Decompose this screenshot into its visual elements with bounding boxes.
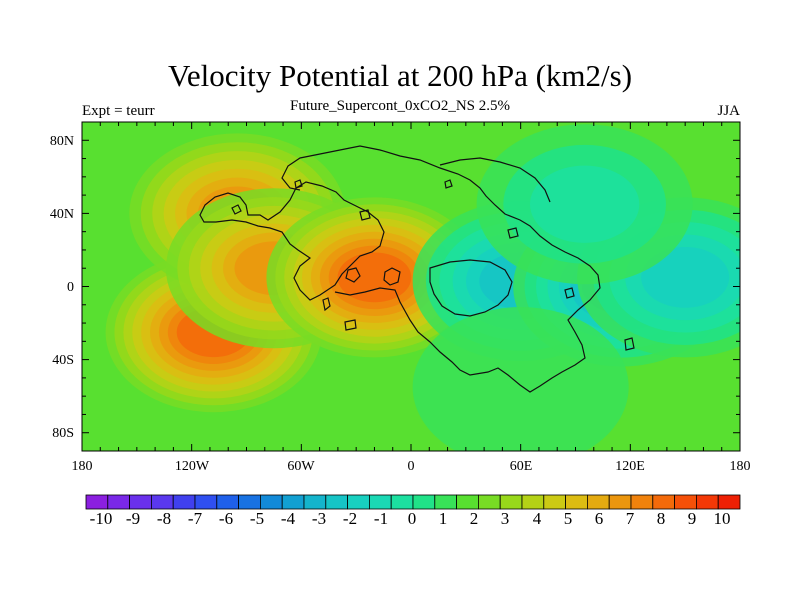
colorbar-label: -6 [219, 509, 233, 528]
colorbar-label: -5 [250, 509, 264, 528]
x-tick-label: 120E [615, 459, 645, 474]
colorbar-box [587, 494, 610, 510]
contour-shell [641, 246, 730, 308]
y-tick-label: 40N [50, 207, 74, 222]
colorbar [85, 494, 741, 510]
colorbar-box [216, 494, 240, 510]
x-tick-label: 180 [72, 459, 93, 474]
colorbar-label: 0 [408, 509, 417, 528]
colorbar-label: 1 [439, 509, 448, 528]
colorbar-box [303, 494, 327, 510]
contour-shell [529, 165, 640, 243]
colorbar-label: -4 [281, 509, 296, 528]
colorbar-box [259, 494, 283, 510]
colorbar-box [565, 494, 588, 510]
chart-subtitle: Future_Supercont_0xCO2_NS 2.5% [290, 98, 510, 114]
colorbar-label: -7 [188, 509, 203, 528]
axis-ticks [81, 121, 741, 452]
y-tick-label: 40S [52, 353, 74, 368]
colorbar-box [717, 494, 741, 510]
colorbar-label: 9 [688, 509, 697, 528]
colorbar-box [194, 494, 218, 510]
field-contours [105, 124, 740, 451]
colorbar-box [238, 494, 261, 510]
colorbar-box [652, 494, 675, 510]
y-tick-label: 80S [52, 426, 74, 441]
y-tick-label: 80N [50, 134, 74, 149]
map-field [82, 122, 740, 451]
x-tick-label: 60E [510, 459, 533, 474]
experiment-label: Expt = teurr [82, 103, 155, 119]
x-tick-label: 0 [408, 459, 415, 474]
colorbar-box [85, 494, 109, 510]
contour-shell [412, 307, 629, 451]
colorbar-box [434, 494, 457, 510]
colorbar-box [543, 494, 566, 510]
colorbar-box [129, 494, 152, 510]
colorbar-label: -9 [126, 509, 140, 528]
colorbar-box [281, 494, 305, 510]
colorbar-labels: -10 -9 -8 -7 -6 -5 -4 -3 -2 -1 0 1 2 3 4… [90, 509, 731, 528]
colorbar-label: 10 [714, 509, 731, 528]
colorbar-box [390, 494, 414, 510]
colorbar-label: -8 [157, 509, 171, 528]
colorbar-box [456, 494, 479, 510]
colorbar-box [608, 494, 632, 510]
colorbar-label: 2 [470, 509, 479, 528]
colorbar-label: -2 [343, 509, 357, 528]
colorbar-box [630, 494, 654, 510]
colorbar-label: 5 [564, 509, 573, 528]
season-label: JJA [717, 103, 740, 119]
colorbar-box [150, 494, 174, 510]
colorbar-label: 8 [657, 509, 666, 528]
colorbar-label: 4 [533, 509, 542, 528]
colorbar-label: 6 [595, 509, 604, 528]
x-tick-labels: 180 120W 60W 0 60E 120E 180 [72, 459, 751, 474]
colorbar-label: -1 [374, 509, 388, 528]
colorbar-box [412, 494, 436, 510]
colorbar-box [107, 494, 131, 510]
colorbar-box [347, 494, 370, 510]
colorbar-box [696, 494, 719, 510]
colorbar-label: 7 [626, 509, 635, 528]
x-tick-label: 120W [175, 459, 210, 474]
chart-title: Velocity Potential at 200 hPa (km2/s) [167, 58, 633, 93]
colorbar-box [172, 494, 196, 510]
colorbar-box [674, 494, 697, 510]
colorbar-label: -10 [90, 509, 113, 528]
y-tick-label: 0 [67, 280, 74, 295]
colorbar-box [477, 494, 501, 510]
x-tick-label: 60W [287, 459, 315, 474]
continent-outline [199, 145, 635, 393]
colorbar-box [368, 494, 392, 510]
x-tick-label: 180 [730, 459, 751, 474]
colorbar-box [521, 494, 545, 510]
y-tick-labels: 80N 40N 0 40S 80S [50, 134, 74, 441]
colorbar-box [499, 494, 523, 510]
colorbar-label: 3 [501, 509, 510, 528]
colorbar-box [325, 494, 348, 510]
colorbar-label: -3 [312, 509, 326, 528]
